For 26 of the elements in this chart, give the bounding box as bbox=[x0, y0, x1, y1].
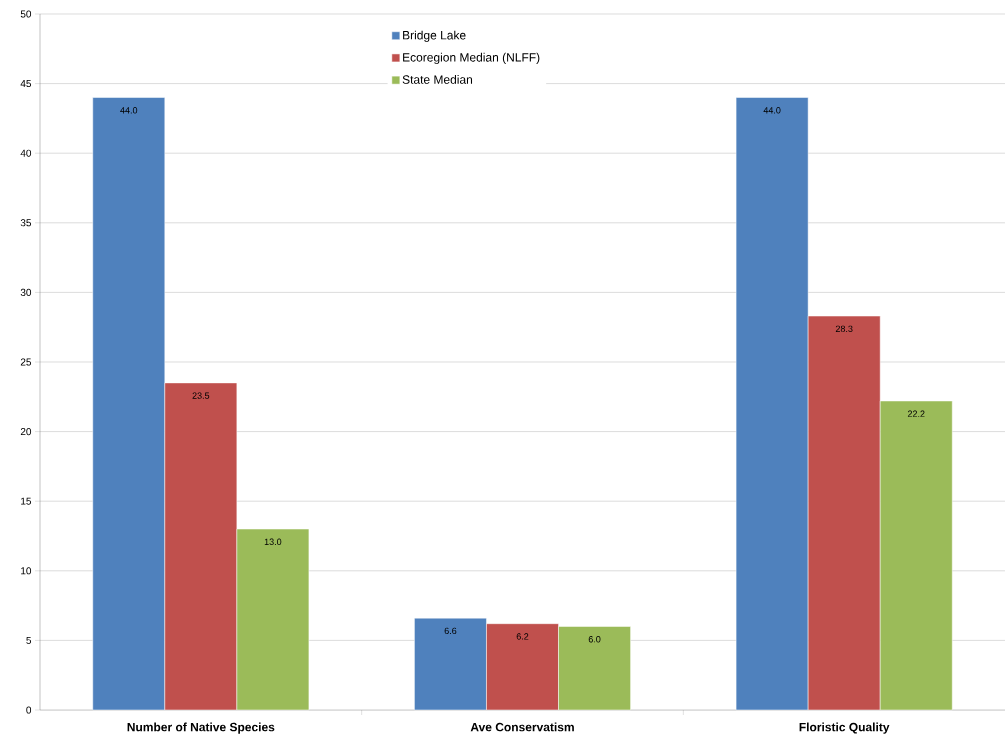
y-tick-label: 15 bbox=[21, 497, 32, 505]
y-tick-label: 35 bbox=[20, 219, 32, 227]
x-tick-label: Number of Native Species bbox=[127, 722, 275, 734]
data-label: 6.0 bbox=[588, 636, 601, 643]
data-label: 6.6 bbox=[444, 627, 457, 635]
y-tick-label: 30 bbox=[20, 288, 32, 296]
data-label: 23.5 bbox=[192, 392, 210, 399]
legend-label: State Median bbox=[402, 75, 473, 84]
x-tick-label: Ave Conservatism bbox=[470, 722, 574, 732]
data-label: 28.3 bbox=[835, 325, 853, 333]
data-label: 13.0 bbox=[264, 538, 282, 545]
y-tick-label: 40 bbox=[20, 149, 32, 157]
legend-label: Bridge Lake bbox=[403, 30, 466, 42]
y-tick-label: 10 bbox=[21, 567, 32, 575]
legend-label: Ecoregion Median (NLFF) bbox=[403, 52, 540, 65]
data-label: 44.0 bbox=[763, 107, 781, 114]
y-tick-label: 20 bbox=[20, 428, 32, 436]
y-tick-label: 0 bbox=[26, 706, 32, 714]
y-tick-label: 25 bbox=[20, 358, 32, 366]
data-label: 6.2 bbox=[516, 633, 529, 640]
y-tick-label: 5 bbox=[26, 636, 32, 644]
data-label: 44.0 bbox=[120, 107, 138, 114]
y-tick-label: 45 bbox=[20, 80, 32, 88]
data-label: 22.2 bbox=[907, 410, 925, 417]
x-tick-label: Floristic Quality bbox=[799, 722, 890, 734]
y-tick-label: 50 bbox=[20, 10, 32, 18]
